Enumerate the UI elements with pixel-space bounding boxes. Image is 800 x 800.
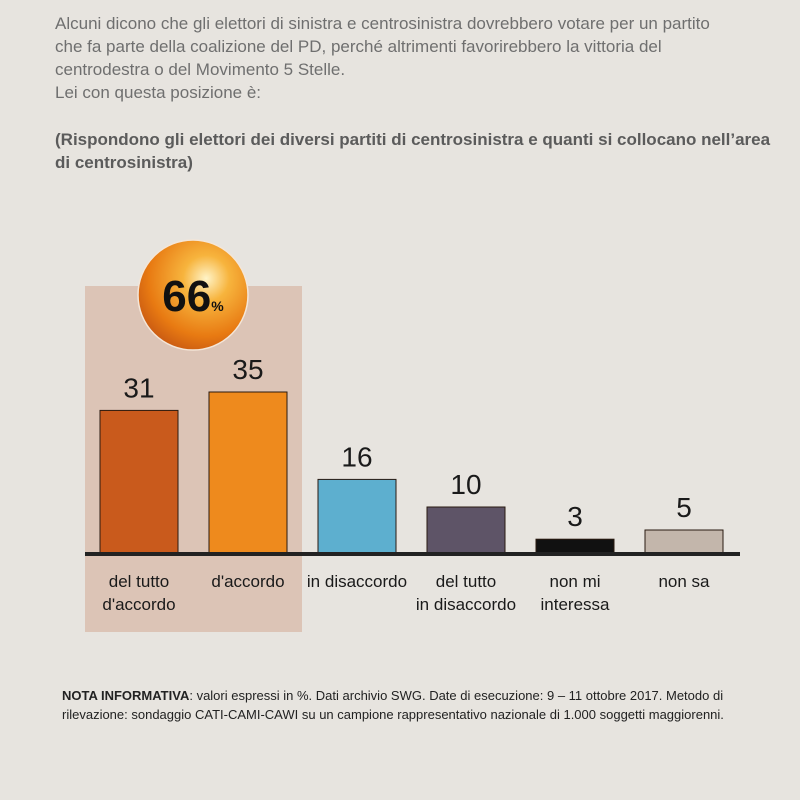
highlight-unit: % (211, 298, 224, 314)
footnote-text: : valori espressi in %. Dati archivio SW… (62, 688, 724, 722)
question-line: centrodestra o del Movimento 5 Stelle. (55, 60, 346, 79)
footnote: NOTA INFORMATIVA: valori espressi in %. … (62, 686, 762, 724)
category-label: d'accordo (102, 595, 175, 614)
bar-value-label: 10 (450, 469, 481, 500)
bar-value-label: 35 (232, 354, 263, 385)
bar-value-label: 31 (123, 372, 154, 403)
question-line: che fa parte della coalizione del PD, pe… (55, 37, 662, 56)
bar (208, 391, 288, 554)
chart-subtitle: (Rispondono gli elettori dei diversi par… (55, 130, 771, 172)
category-label: non sa (658, 572, 710, 591)
bar-value-label: 5 (676, 492, 692, 523)
question-line: Lei con questa posizione è: (55, 83, 262, 102)
highlight-value: 66 (162, 272, 211, 321)
bar (535, 538, 615, 554)
category-label: d'accordo (211, 572, 284, 591)
question-line: Alcuni dicono che gli elettori di sinist… (55, 14, 710, 33)
bar (317, 478, 397, 554)
bar (644, 529, 724, 554)
question-text: Alcuni dicono che gli elettori di sinist… (55, 12, 775, 104)
category-label: del tutto (436, 572, 497, 591)
footnote-label: NOTA INFORMATIVA (62, 688, 190, 703)
category-label: del tutto (109, 572, 170, 591)
bar-value-label: 3 (567, 501, 583, 532)
category-label: in disaccordo (416, 595, 516, 614)
bar (426, 506, 506, 554)
category-label: in disaccordo (307, 572, 407, 591)
highlight-total-label: 66% (162, 272, 224, 321)
category-label: interessa (541, 595, 611, 614)
bar (99, 409, 179, 554)
category-label: non mi (549, 572, 600, 591)
highlight-badge: 66% (137, 239, 249, 351)
highlight-circle (137, 239, 249, 351)
bar-value-label: 16 (341, 441, 372, 472)
